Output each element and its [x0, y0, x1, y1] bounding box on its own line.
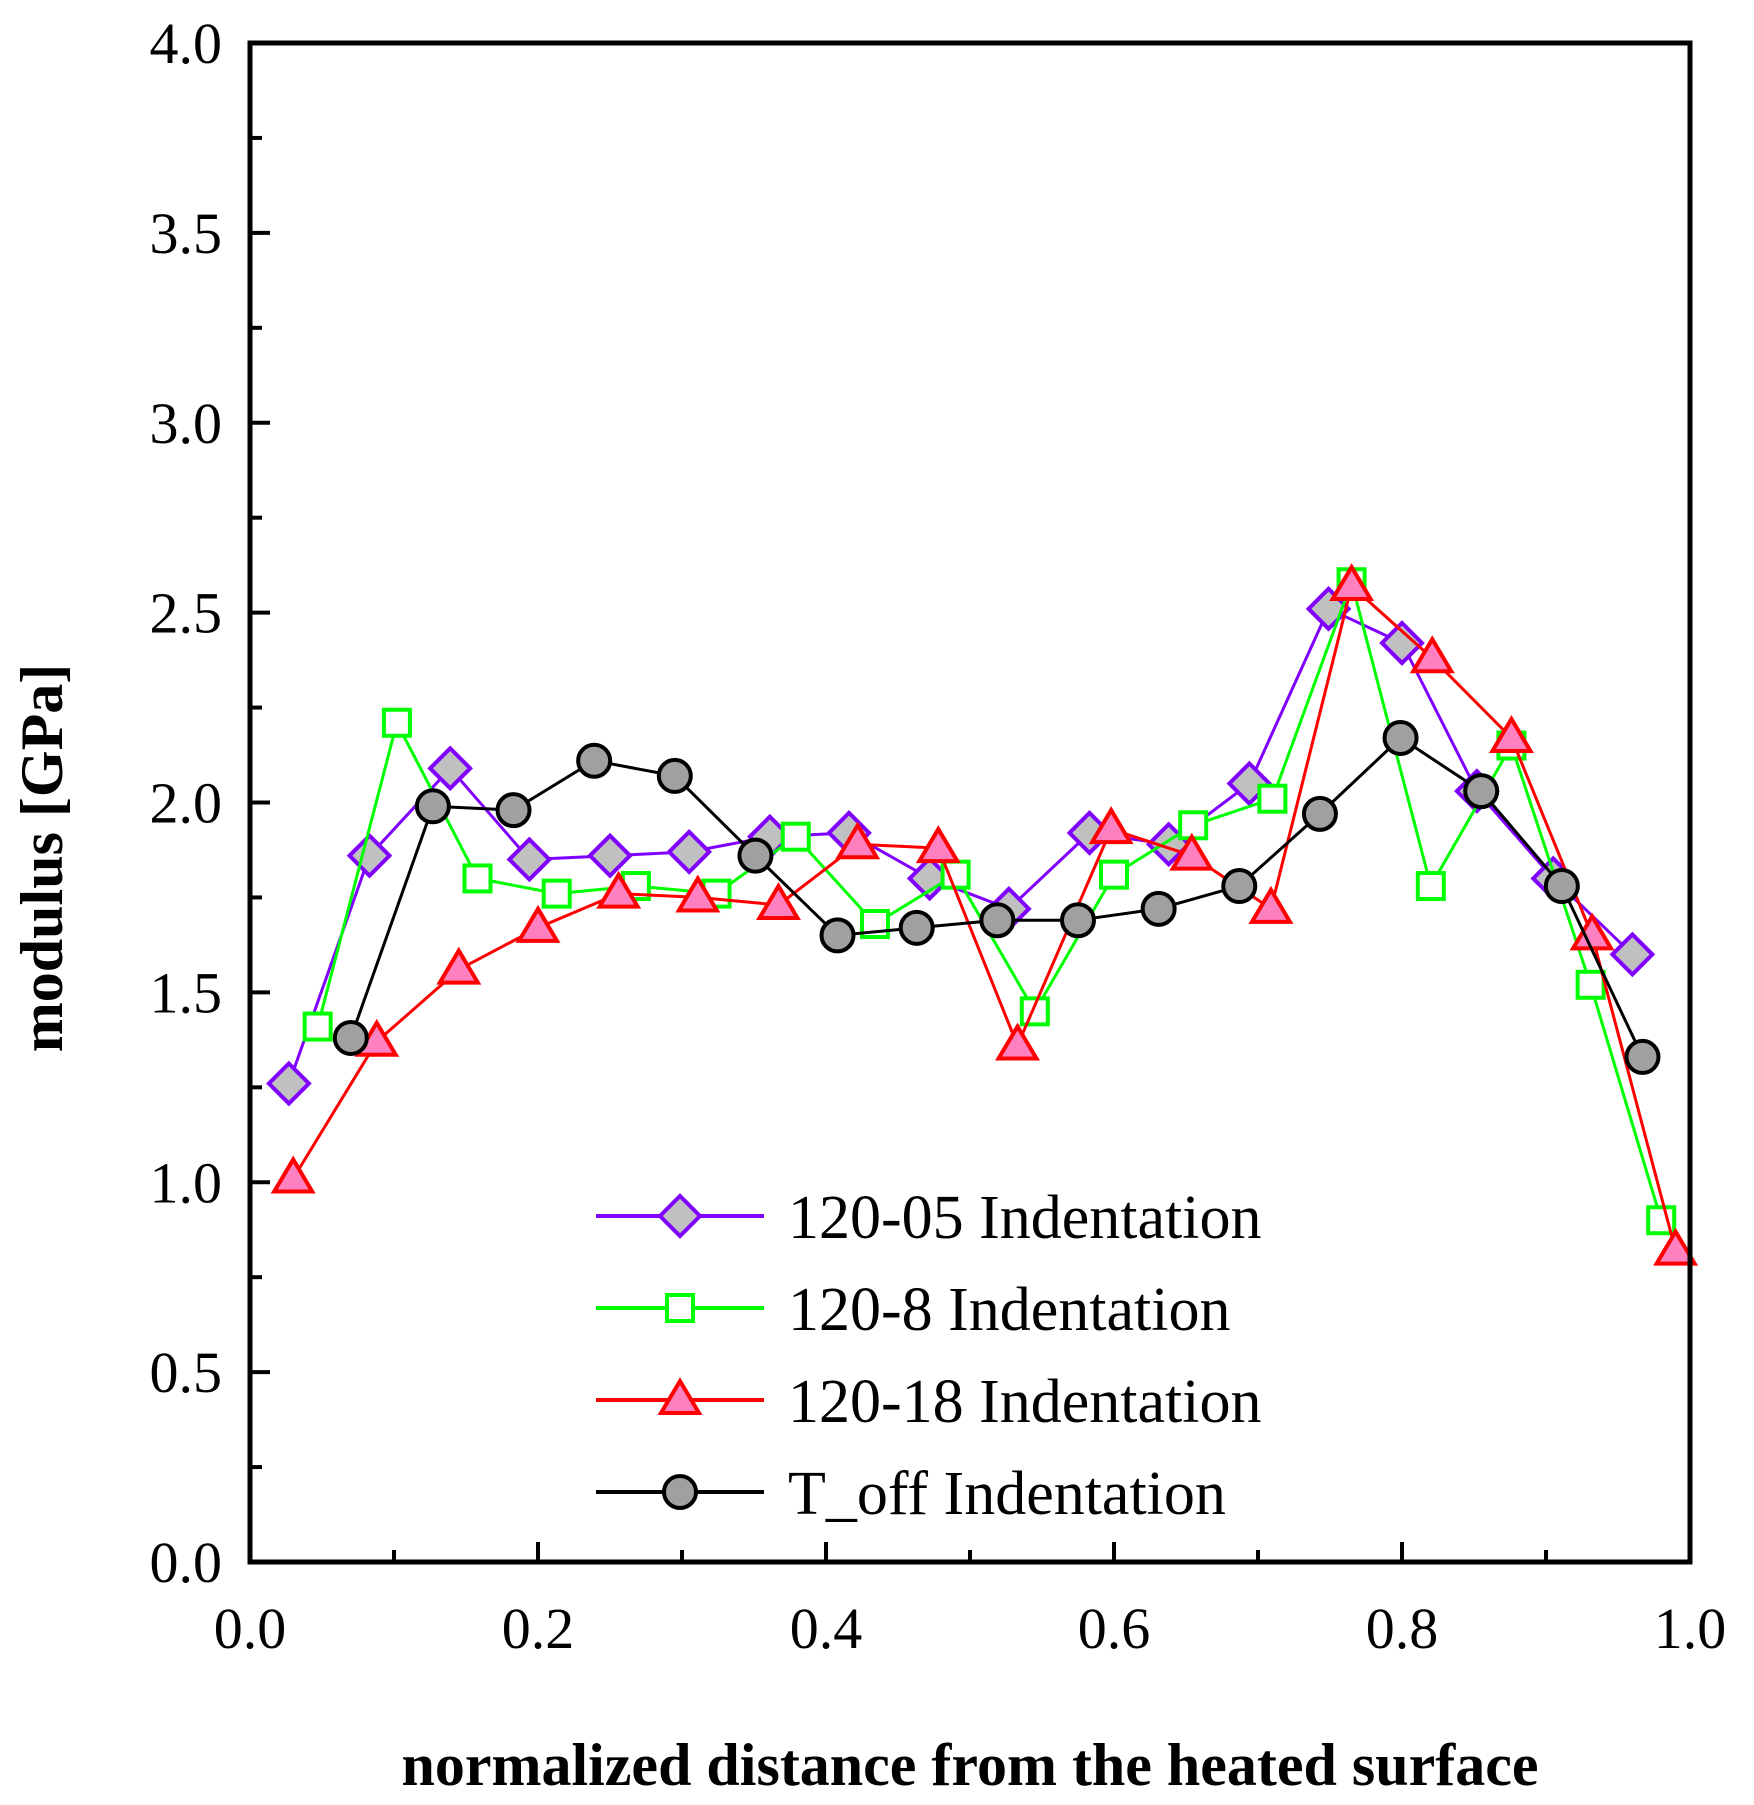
data-point: [737, 837, 774, 874]
data-point: [915, 825, 961, 864]
data-point: [1060, 902, 1096, 939]
x-tick-label: 1.0: [1654, 1596, 1727, 1661]
legend-marker: [665, 1293, 695, 1323]
legend-entry: 120-05 Indentation: [596, 1184, 1262, 1252]
legend-entry: T_off Indentation: [596, 1460, 1226, 1528]
axis-ticks: 0.0 0.2 0.4 0.6 0.8 1.0 0.0 0.5 1.0 1.5 2.0 2.5 3.0 3…: [150, 11, 1727, 1661]
y-tick-label: 2.0: [150, 771, 223, 836]
x-axis-title: normalized distance from the heated surf…: [401, 1732, 1538, 1798]
data-point: [819, 917, 856, 954]
series-4: [332, 719, 1661, 1075]
x-tick-label: 0.6: [1078, 1596, 1151, 1661]
legend-label: 120-8 Indentation: [788, 1276, 1231, 1344]
data-point: [1221, 868, 1258, 905]
data-point: [414, 788, 451, 825]
series-2: [302, 567, 1677, 1236]
data-point: [436, 946, 482, 985]
y-tick-label: 2.5: [150, 581, 223, 646]
legend-marker: [657, 1377, 703, 1415]
data-point: [495, 792, 532, 829]
legend-label: 120-05 Indentation: [788, 1184, 1262, 1252]
data-point: [1575, 969, 1606, 1000]
series-line: [287, 607, 1634, 1085]
data-point: [302, 1011, 333, 1042]
data-point: [1653, 1227, 1699, 1266]
data-point: [515, 904, 561, 943]
data-point: [332, 1019, 369, 1056]
y-tick-label: 0.0: [150, 1530, 223, 1595]
data-point: [462, 863, 493, 894]
data-point: [1463, 773, 1500, 810]
legend-entry: 120-8 Indentation: [596, 1276, 1231, 1344]
data-point: [427, 745, 473, 792]
data-point: [1379, 620, 1425, 666]
legend-label: 120-18 Indentation: [788, 1368, 1262, 1436]
data-point: [1382, 719, 1419, 756]
y-tick-label: 1.5: [150, 960, 223, 1025]
series-3: [270, 563, 1699, 1266]
data-point: [755, 882, 801, 921]
y-tick-label: 3.5: [150, 201, 223, 266]
x-tick-label: 0.2: [502, 1596, 575, 1661]
legend-label: T_off Indentation: [788, 1460, 1226, 1528]
y-axis-title: modulus [GPa]: [9, 664, 75, 1052]
data-point: [1329, 563, 1375, 602]
data-point: [596, 870, 642, 909]
legend-marker: [657, 1193, 703, 1239]
series-1: [266, 585, 1656, 1107]
x-tick-label: 0.0: [214, 1596, 287, 1661]
data-point: [1609, 931, 1656, 978]
data-point: [1301, 795, 1338, 832]
data-point: [1543, 868, 1580, 905]
data-point: [1169, 832, 1215, 871]
data-point: [270, 1155, 316, 1194]
data-point: [1088, 806, 1134, 845]
y-tick-label: 4.0: [150, 11, 223, 76]
data-point: [266, 1060, 312, 1107]
data-point: [1624, 1038, 1661, 1075]
data-point: [1248, 885, 1294, 924]
series-layer: [266, 563, 1699, 1266]
data-point: [675, 874, 721, 913]
data-point: [506, 836, 553, 883]
legend: 120-05 Indentation 120-8 Indentation 120-1…: [596, 1184, 1262, 1528]
data-point: [1488, 715, 1534, 753]
data-point: [1409, 635, 1455, 674]
data-point: [780, 821, 811, 852]
data-point: [541, 878, 572, 909]
legend-entry: 120-18 Indentation: [596, 1368, 1262, 1436]
data-point: [1257, 783, 1288, 814]
x-tick-label: 0.4: [790, 1596, 863, 1661]
data-point: [835, 821, 881, 860]
data-point: [1019, 996, 1050, 1027]
data-point: [1178, 810, 1209, 841]
data-point: [576, 742, 613, 779]
y-tick-label: 1.0: [150, 1150, 223, 1215]
data-point: [995, 1022, 1041, 1061]
y-tick-label: 0.5: [150, 1340, 223, 1405]
x-tick-label: 0.8: [1366, 1596, 1439, 1661]
data-point: [587, 832, 633, 879]
data-point: [1140, 890, 1177, 927]
data-point: [1415, 871, 1446, 902]
y-tick-label: 3.0: [150, 391, 223, 456]
data-point: [979, 902, 1016, 939]
data-point: [656, 757, 693, 794]
data-point: [666, 829, 713, 875]
data-point: [1099, 859, 1129, 890]
legend-marker: [662, 1474, 698, 1510]
data-point: [381, 707, 412, 738]
data-point: [898, 909, 935, 946]
